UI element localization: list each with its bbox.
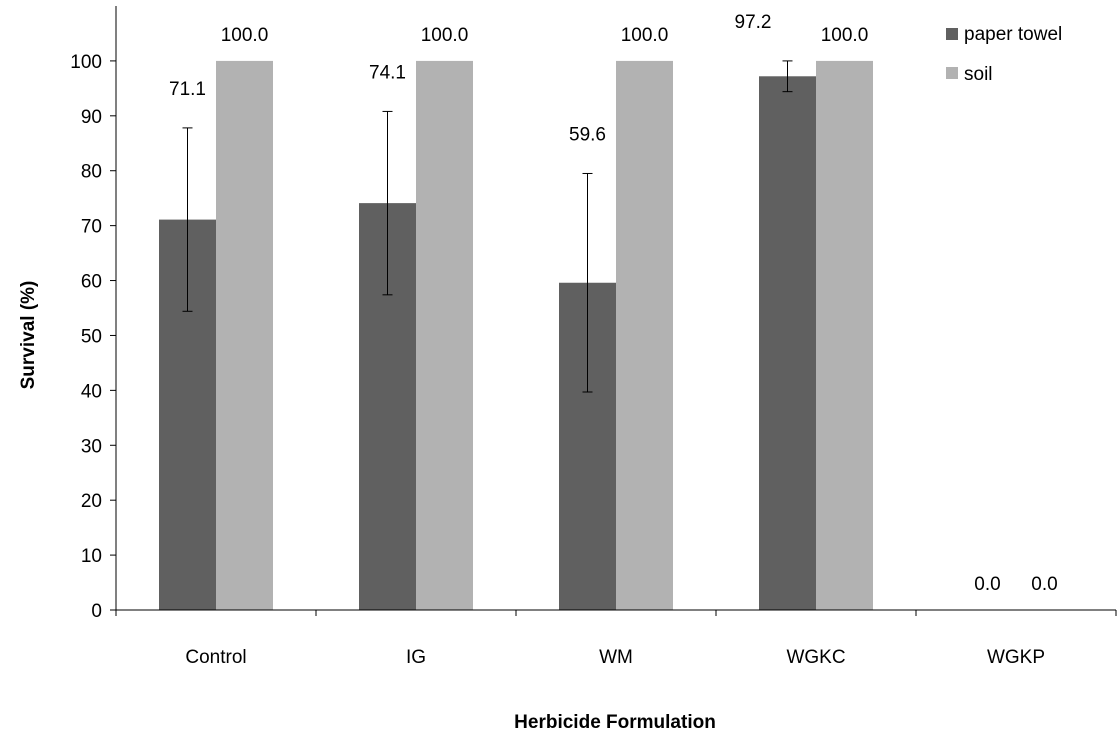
x-tick-label: WGKP xyxy=(987,647,1045,668)
bar xyxy=(216,60,273,610)
x-tick-label: WGKC xyxy=(786,647,845,668)
error-bars-layer xyxy=(182,60,793,393)
legend: paper towel soil xyxy=(946,24,1062,85)
data-label: 0.0 xyxy=(974,574,1000,595)
y-tick-label: 80 xyxy=(81,162,102,183)
y-tick-label: 90 xyxy=(81,107,102,128)
y-tick-label: 60 xyxy=(81,272,102,293)
y-tick-label: 10 xyxy=(81,546,102,567)
bar xyxy=(416,60,473,610)
bar xyxy=(616,60,673,610)
data-label: 0.0 xyxy=(1031,574,1057,595)
bar xyxy=(816,60,873,610)
data-label: 59.6 xyxy=(569,124,606,145)
y-tick-label: 100 xyxy=(70,52,102,73)
data-labels-layer: 71.1 100.0 74.1 100.0 59.6 100.0 97.2 100.0 0.0 0… xyxy=(169,12,1058,595)
y-tick-label: 0 xyxy=(91,601,102,622)
data-label: 74.1 xyxy=(369,62,406,83)
data-label: 71.1 xyxy=(169,79,206,100)
bars-layer xyxy=(159,60,873,611)
data-label: 100.0 xyxy=(621,25,669,46)
axes-layer xyxy=(110,6,1117,616)
x-tick-label: WM xyxy=(599,647,633,668)
bar xyxy=(759,76,816,611)
y-tick-label: 50 xyxy=(81,326,102,347)
legend-label-paper-towel: paper towel xyxy=(964,24,1062,45)
data-label: 100.0 xyxy=(821,25,869,46)
data-label: 97.2 xyxy=(735,12,772,33)
x-tick-label: IG xyxy=(406,647,426,668)
legend-label-soil: soil xyxy=(964,64,993,85)
y-tick-label: 20 xyxy=(81,491,102,512)
y-tick-labels: 0 10 20 30 40 50 60 70 80 90 100 xyxy=(70,52,102,622)
y-axis-title: Survival (%) xyxy=(18,281,39,390)
x-tick-labels: Control IG WM WGKC WGKP xyxy=(185,647,1045,668)
x-tick-label: Control xyxy=(185,647,246,668)
data-label: 100.0 xyxy=(221,25,269,46)
y-tick-label: 40 xyxy=(81,381,102,402)
x-axis-title: Herbicide Formulation xyxy=(514,712,716,733)
y-tick-label: 70 xyxy=(81,217,102,238)
legend-swatch-paper-towel xyxy=(946,28,958,40)
y-tick-label: 30 xyxy=(81,436,102,457)
data-label: 100.0 xyxy=(421,25,469,46)
legend-swatch-soil xyxy=(946,67,958,79)
